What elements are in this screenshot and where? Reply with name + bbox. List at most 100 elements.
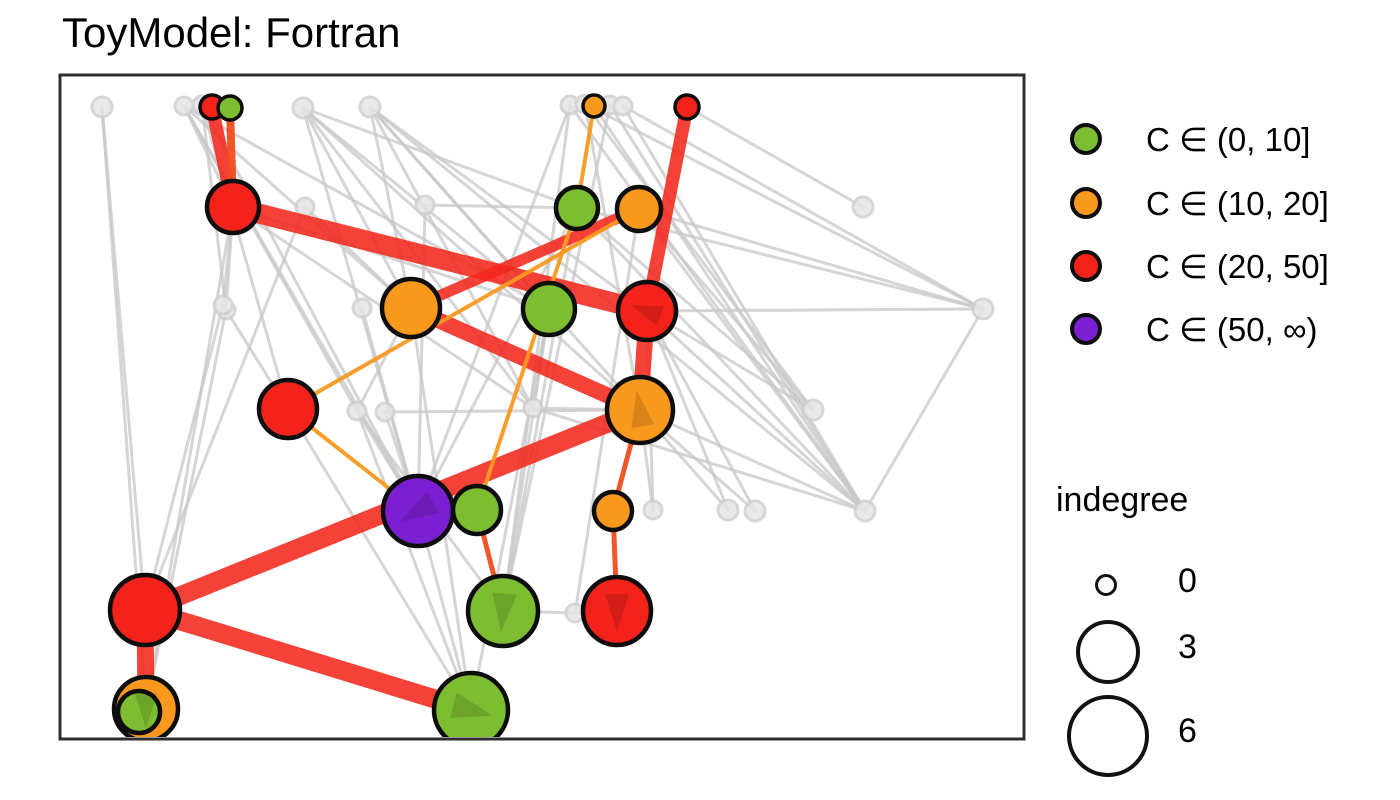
edge-arrowhead — [605, 594, 629, 632]
graph-edge-gray — [645, 309, 867, 513]
graph-edge-gray — [583, 102, 642, 412]
graph-node-green — [520, 280, 578, 338]
graph-edge-gray — [645, 309, 757, 513]
edge-arrowhead — [630, 304, 664, 326]
graph-node-orange — [591, 489, 635, 533]
graph-node-gray — [642, 499, 664, 521]
size-legend-circle-0 — [1095, 574, 1117, 596]
edge-arrowhead — [134, 693, 158, 729]
graph-node-gray — [212, 294, 234, 316]
graph-edge-gray — [592, 104, 867, 513]
graph-edge-gray — [637, 207, 985, 311]
color-legend-item-2: C ∈ (20, 50] — [1070, 244, 1329, 288]
graph-node-red — [204, 178, 262, 236]
plot-border — [58, 73, 1026, 741]
color-legend-item-1: C ∈ (10, 20] — [1070, 181, 1329, 225]
graph-node-gray — [346, 400, 368, 422]
size-legend-label: 0 — [1178, 562, 1197, 600]
chart-title: ToyModel: Fortran — [62, 9, 401, 56]
graph-edge-gray — [501, 103, 612, 613]
graph-node-green — [465, 573, 541, 649]
graph-node-green — [553, 184, 601, 232]
size-legend-label: 6 — [1178, 712, 1197, 750]
graph-edge-highlight-red — [640, 105, 694, 313]
legend-label: C ∈ (50, ∞) — [1146, 310, 1318, 348]
graph-edge-gray — [368, 105, 642, 412]
graph-edge-gray — [286, 407, 473, 712]
legend-swatch-orange — [1070, 187, 1102, 219]
graph-node-gray — [612, 95, 634, 117]
graph-node-red — [256, 377, 320, 441]
graph-edge-gray — [863, 307, 985, 513]
graph-node-gray — [971, 297, 995, 321]
graph-edge-gray — [100, 105, 147, 612]
graph-node-gray — [851, 195, 875, 219]
graph-node-orange — [614, 184, 664, 234]
size-legend-label: 3 — [1178, 628, 1197, 666]
graph-edge-gray — [583, 102, 985, 311]
graph-node-green — [431, 670, 511, 737]
graph-edge-highlight-red — [142, 600, 474, 720]
legend-label: C ∈ (10, 20] — [1146, 184, 1329, 222]
size-legend-circle-6 — [1067, 695, 1149, 777]
graph-edge-gray — [416, 103, 572, 513]
graph-edge-gray — [621, 104, 867, 513]
legend-swatch-red — [1070, 250, 1102, 282]
graph-edge-gray — [143, 205, 307, 612]
graph-edge-gray — [368, 105, 649, 313]
graph-edge-gray — [355, 409, 473, 712]
graph-edge-gray — [637, 207, 867, 513]
graph-node-gray — [414, 194, 436, 216]
plot-contents — [90, 93, 995, 737]
edge-arrowhead — [631, 390, 655, 429]
graph-node-red — [615, 279, 679, 343]
size-legend-circle-3 — [1076, 620, 1140, 684]
graph-node-gray — [173, 95, 195, 117]
graph-edge-highlight-orange — [287, 207, 640, 411]
size-legend-title: indegree — [1056, 481, 1189, 519]
color-legend-item-0: C ∈ (0, 10] — [1070, 117, 1310, 161]
graph-edge-gray — [143, 303, 225, 612]
edge-arrowhead — [399, 491, 440, 522]
legend-label: C ∈ (0, 10] — [1146, 120, 1311, 158]
graph-node-red — [673, 93, 701, 121]
color-legend-item-3: C ∈ (50, ∞) — [1070, 307, 1317, 351]
graph-node-red — [107, 572, 183, 648]
graph-node-gray — [291, 96, 315, 120]
graph-node-gray — [801, 398, 825, 422]
graph-edge-gray — [638, 408, 867, 513]
graph-edge-gray — [685, 105, 865, 209]
graph-edge-gray — [368, 105, 413, 310]
graph-edge-gray — [575, 206, 867, 513]
graph-node-gray — [374, 401, 396, 423]
graph-edge-highlight-red — [230, 197, 650, 321]
graph-node-green — [450, 483, 504, 537]
graph-node-gray — [522, 397, 544, 419]
graph-edge-highlight-red — [408, 203, 642, 314]
legend-label: C ∈ (20, 50] — [1146, 247, 1329, 285]
graph-node-green — [216, 94, 244, 122]
graph-node-red — [580, 574, 654, 648]
graph-node-green — [115, 688, 163, 736]
graph-node-orange — [379, 276, 443, 340]
graph-node-gray — [358, 95, 382, 119]
graph-edge-highlight-orange — [475, 207, 579, 511]
graph-edge-gray — [301, 106, 413, 310]
graph-node-gray — [716, 498, 740, 522]
edge-arrowhead — [449, 692, 493, 718]
graph-node-gray — [853, 499, 877, 523]
graph-edge-gray — [423, 203, 579, 210]
edge-arrowhead — [492, 592, 517, 633]
graph-node-orange — [581, 93, 607, 119]
graph-edge-gray — [469, 307, 551, 712]
graph-node-gray — [90, 95, 114, 119]
graph-edge-gray — [182, 104, 359, 413]
graph-node-gray — [743, 499, 767, 523]
graph-edge-gray — [645, 307, 985, 313]
graph-node-gray — [351, 297, 373, 319]
graph-edge-gray — [637, 207, 815, 412]
legend-swatch-purple — [1070, 313, 1102, 345]
legend-swatch-green — [1070, 123, 1102, 155]
graph-node-orange — [604, 374, 676, 446]
